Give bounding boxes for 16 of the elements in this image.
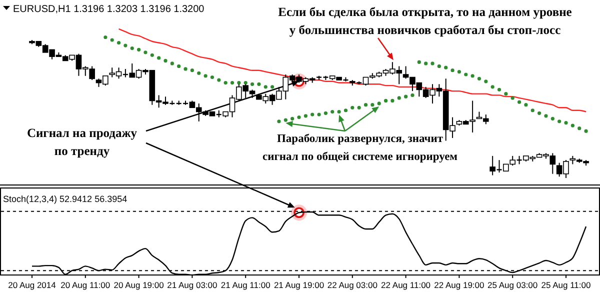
x-tick-label: 20 Aug 2014 (8, 280, 56, 290)
annotation: Сигнал на продажу по тренду (26, 126, 138, 158)
x-tick-label: 22 Aug 11:00 (381, 280, 431, 290)
x-tick-label: 25 Aug 03:00 (488, 280, 538, 290)
x-tick-label: 22 Aug 19:00 (434, 280, 485, 290)
x-tick-label: 25 Aug 11:00 (541, 280, 592, 290)
text: Если бы сделка была открыта, то на данном уровне у большинства новичков сработал бы стоп-лосс (278, 5, 572, 37)
x-tick-label: 20 Aug 11:00 (60, 280, 110, 290)
chart-title: Stoch(12,3,4) 52.9412 56.3954 (3, 194, 128, 204)
x-tick-label: 21 Aug 03:00 (167, 280, 218, 290)
x-tick-label: 21 Aug 19:00 (274, 280, 324, 290)
x-tick-label: 22 Aug 03:00 (327, 280, 378, 290)
chart-title: EURUSD,H1 1.3196 1.3203 1.3196 1.3200 (13, 4, 205, 15)
x-tick-label: 20 Aug 19:00 (114, 280, 164, 290)
x-tick-label: 21 Aug 11:00 (220, 280, 271, 290)
annotation: Параболик развернулся, значит сигнал по общей системе игнорируем (262, 133, 458, 163)
